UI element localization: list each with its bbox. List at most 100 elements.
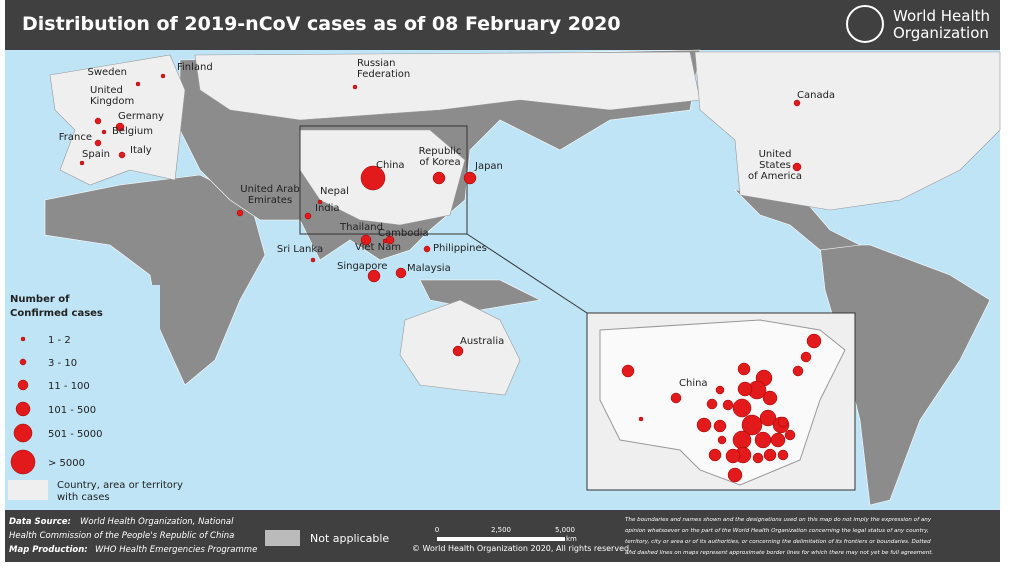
inset-label: China (679, 378, 708, 389)
country-label: Japan (474, 161, 503, 172)
legend-marker (19, 358, 27, 366)
case-marker (385, 235, 395, 245)
country-label: France (59, 132, 92, 143)
inset-connector (466, 233, 588, 314)
case-marker (310, 257, 316, 263)
legend-marker (10, 449, 36, 475)
inset-marker (754, 431, 772, 449)
country-label: Germany (118, 111, 164, 122)
legend-marker (13, 423, 33, 443)
legend-label: with cases (57, 492, 110, 503)
legend-label: 1 - 2 (48, 335, 71, 346)
case-marker (432, 171, 446, 185)
title: Distribution of 2019-nCoV cases as of 08… (22, 13, 621, 35)
country-label: of America (748, 171, 802, 182)
scale-label: 2,500 (491, 526, 511, 534)
disclaimer: opinion whatsoever on the part of the Wo… (625, 528, 929, 534)
country-label: Belgium (112, 126, 153, 137)
legend-label: 501 - 5000 (48, 429, 103, 440)
country-label: Philippines (433, 243, 487, 254)
case-marker (94, 117, 102, 125)
legend-marker (20, 336, 26, 342)
header-bar (5, 0, 1000, 50)
legend-label: 3 - 10 (48, 358, 77, 369)
country-label: Singapore (337, 261, 387, 272)
data-source-label: Data Source: (9, 517, 71, 527)
footer-bar (5, 510, 1000, 562)
case-marker (135, 81, 141, 87)
case-marker (793, 99, 801, 107)
inset-marker (763, 448, 777, 462)
legend-label: > 5000 (48, 458, 85, 469)
inset-marker (737, 381, 753, 397)
not-applicable: Not applicable (310, 532, 389, 545)
country-label: India (315, 203, 340, 214)
inset-marker (752, 452, 764, 464)
case-marker (395, 267, 407, 279)
case-marker (115, 122, 125, 132)
case-marker (160, 73, 166, 79)
legend-title: Confirmed cases (10, 308, 103, 319)
copyright: © World Health Organization 2020, All ri… (412, 544, 632, 553)
inset-marker (715, 385, 725, 395)
country-label: United (90, 85, 123, 96)
scale-label: 5,000 (555, 526, 575, 534)
disclaimer: and dashed lines on maps represent appro… (625, 550, 933, 556)
disclaimer: The boundaries and names shown and the d… (625, 517, 932, 523)
country-label: Federation (357, 69, 410, 80)
country-label: Spain (82, 149, 110, 160)
case-marker (79, 160, 85, 166)
case-marker (360, 234, 372, 246)
data-source: Health Commission of the People's Republ… (9, 531, 234, 541)
inset-marker (621, 364, 635, 378)
country-label: Sweden (87, 67, 127, 78)
legend-territory-swatch (8, 480, 48, 500)
country-label: of Korea (419, 157, 460, 168)
map-production-label: Map Production: (9, 545, 88, 555)
case-marker (317, 199, 323, 205)
country-label: Sri Lanka (277, 244, 323, 255)
inset-marker (800, 351, 812, 363)
country-label: Australia (460, 336, 504, 347)
country-label: China (376, 160, 405, 171)
case-marker (367, 269, 381, 283)
inset-marker (762, 390, 778, 406)
inset-marker (777, 449, 789, 461)
inset-marker (713, 419, 727, 433)
case-marker (792, 162, 802, 172)
inset-marker (638, 416, 644, 422)
country-label: Italy (130, 145, 152, 156)
country-label: Nepal (320, 186, 349, 197)
who-emblem (846, 5, 884, 43)
inset-marker (806, 333, 822, 349)
inset-marker (670, 392, 682, 404)
inset-marker (737, 362, 751, 376)
inset-marker (725, 448, 741, 464)
case-marker (304, 212, 312, 220)
legend-box (5, 285, 160, 510)
map-production: WHO Health Emergencies Programme (95, 545, 257, 555)
legend-title: Number of (10, 294, 70, 305)
scale-label: km (566, 535, 577, 543)
country-label: Thailand (339, 222, 383, 233)
data-source: World Health Organization, National (80, 517, 234, 527)
inset-marker (777, 416, 789, 428)
legend-label: Country, area or territory (57, 480, 183, 491)
case-marker (423, 245, 431, 253)
inset-marker (770, 432, 786, 448)
country-label: United Arab (240, 184, 299, 195)
inset-marker (741, 414, 763, 436)
not-applicable-swatch (265, 530, 300, 546)
logo-line: World Health (893, 7, 990, 25)
case-marker (463, 171, 477, 185)
country-label: Emirates (248, 195, 292, 206)
legend-label: 101 - 500 (48, 405, 96, 416)
disclaimer: territory, city or area or of its author… (625, 539, 931, 545)
country-label: Canada (797, 90, 835, 101)
legend-label: 11 - 100 (48, 381, 90, 392)
country-label: Viet Nam (355, 242, 401, 253)
inset-marker (717, 435, 727, 445)
inset-marker (706, 398, 718, 410)
country-label: Republic (419, 146, 462, 157)
country-label: United (759, 149, 792, 160)
